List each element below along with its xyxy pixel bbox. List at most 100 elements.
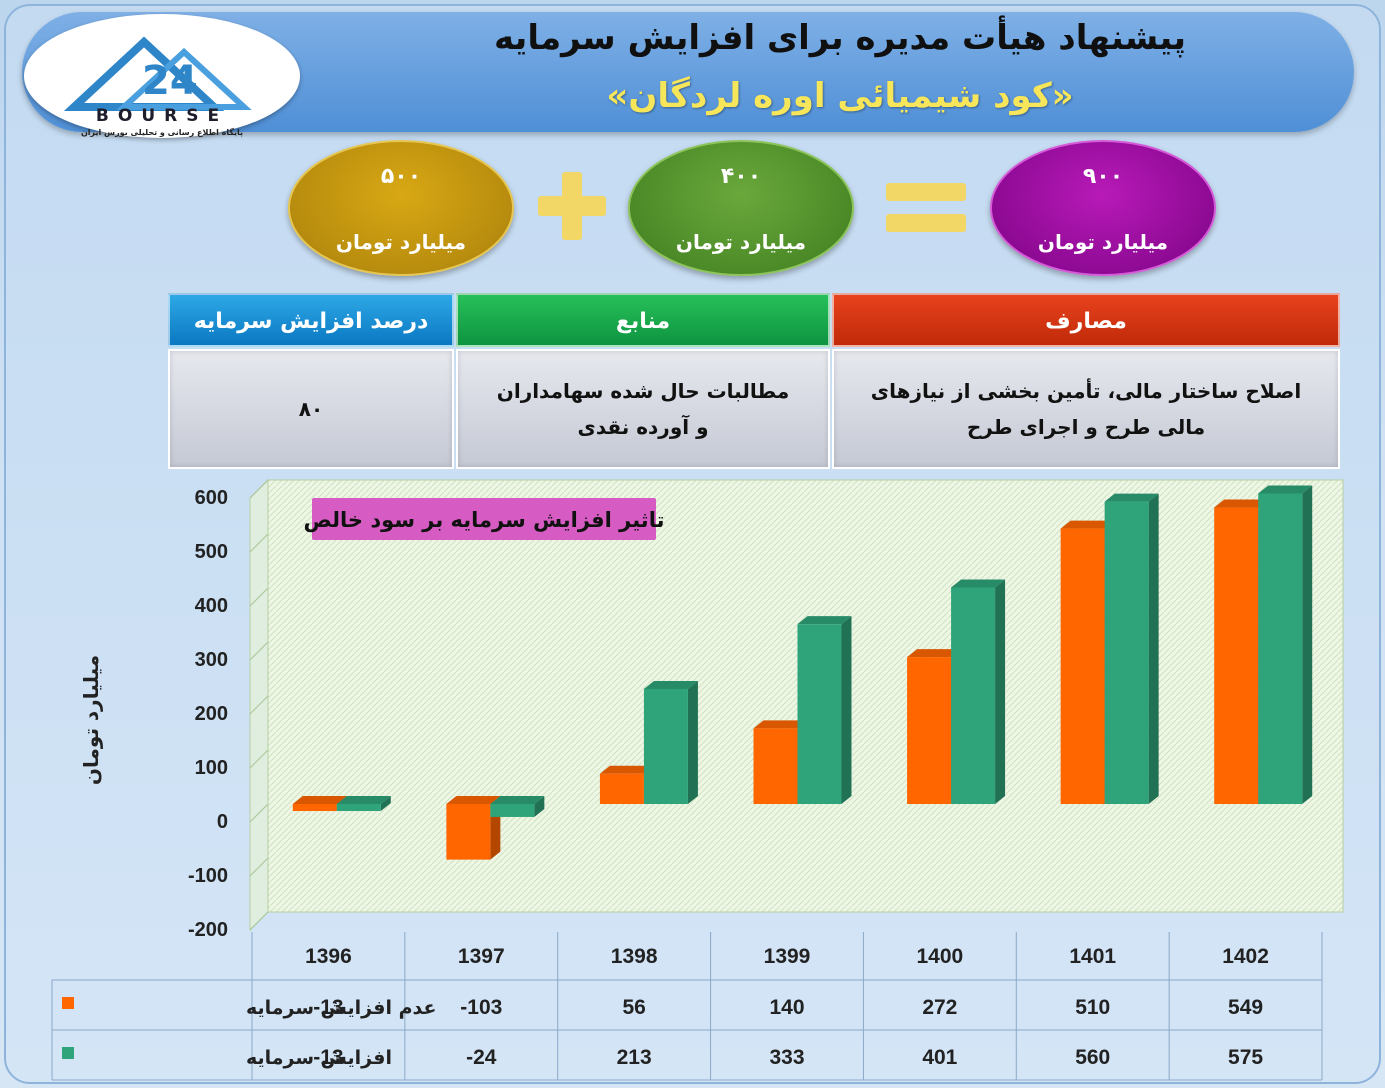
page-title: پیشنهاد هیأت مدیره برای افزایش سرمایه bbox=[493, 18, 1187, 58]
bar-side bbox=[1302, 485, 1313, 804]
data-label: 213 bbox=[617, 1046, 652, 1069]
bar-increase bbox=[1104, 501, 1149, 804]
bar-increase bbox=[643, 688, 688, 804]
header-uses: مصارف bbox=[832, 293, 1340, 347]
bar-side bbox=[841, 616, 852, 804]
bar-no-increase bbox=[446, 804, 491, 860]
header-percent: درصد افزایش سرمایه bbox=[168, 293, 454, 347]
bar-side bbox=[687, 680, 698, 804]
bar-top bbox=[490, 796, 545, 804]
y-tick-mark bbox=[249, 803, 269, 823]
bar-top bbox=[1104, 493, 1159, 502]
bar-side bbox=[995, 579, 1006, 804]
x-tick-label: 1398 bbox=[611, 945, 658, 968]
legend-swatch bbox=[62, 1047, 74, 1059]
amount-value: ۵۰۰ bbox=[380, 164, 422, 189]
bar-top bbox=[292, 796, 347, 804]
data-label: 510 bbox=[1075, 996, 1110, 1019]
equals-icon bbox=[886, 183, 966, 201]
y-tick-label: -200 bbox=[188, 919, 228, 941]
bar-increase bbox=[490, 804, 535, 817]
company-name: «کود شیمیائی اوره لردگان» bbox=[606, 76, 1074, 116]
y-tick-mark bbox=[249, 479, 269, 499]
equals-icon-bar bbox=[886, 214, 966, 232]
bar-no-increase bbox=[1060, 528, 1105, 804]
cell-uses: اصلاح ساختار مالی، تأمین بخشی از نیازهای… bbox=[832, 349, 1340, 469]
data-label: 560 bbox=[1075, 1046, 1110, 1069]
y-tick-label: -100 bbox=[188, 865, 228, 887]
bar-no-increase bbox=[1214, 507, 1259, 804]
x-tick-label: 1401 bbox=[1069, 945, 1116, 968]
y-axis-label: میلیارد تومان bbox=[79, 655, 103, 785]
y-tick-mark bbox=[249, 857, 269, 877]
amount-oval-total: ۹۰۰ میلیارد تومان bbox=[990, 140, 1216, 276]
y-tick-label: 400 bbox=[195, 595, 228, 617]
y-tick-mark bbox=[249, 641, 269, 661]
legend-label: افزایش سرمایه bbox=[246, 1047, 392, 1069]
bar-top bbox=[1214, 499, 1269, 508]
bar-no-increase bbox=[292, 804, 337, 812]
bar-top bbox=[1060, 520, 1115, 529]
bar-top bbox=[336, 796, 391, 804]
bar-no-increase bbox=[599, 773, 644, 804]
bar-top bbox=[599, 765, 654, 774]
x-tick-label: 1396 bbox=[305, 945, 352, 968]
data-label: 56 bbox=[622, 996, 645, 1019]
y-tick-label: 200 bbox=[195, 703, 228, 725]
bar-side bbox=[1148, 493, 1159, 804]
bar-top bbox=[951, 579, 1006, 588]
legend-label: عدم افزایش سرمایه bbox=[246, 997, 436, 1019]
bar-increase bbox=[797, 624, 842, 804]
amount-value: ۴۰۰ bbox=[720, 164, 762, 189]
amount-unit: میلیارد تومان bbox=[1037, 230, 1169, 254]
y-tick-mark bbox=[249, 911, 269, 931]
svg-text:24: 24 bbox=[142, 58, 198, 104]
data-label: -103 bbox=[460, 996, 502, 1019]
cell-uses-text: اصلاح ساختار مالی، تأمین بخشی از نیازهای… bbox=[870, 379, 1302, 439]
data-label: 140 bbox=[769, 996, 804, 1019]
y-tick-mark bbox=[249, 695, 269, 715]
y-tick-label: 0 bbox=[217, 811, 228, 833]
x-tick-label: 1399 bbox=[764, 945, 811, 968]
legend-swatch bbox=[62, 997, 74, 1009]
data-label: -13 bbox=[313, 996, 343, 1019]
chart-title-box bbox=[312, 498, 656, 540]
bar-top bbox=[797, 616, 852, 625]
cell-percent-text: ۸۰ bbox=[298, 397, 324, 421]
y-tick-label: 600 bbox=[195, 487, 228, 509]
x-tick-label: 1400 bbox=[916, 945, 963, 968]
y-tick-mark bbox=[249, 533, 269, 553]
cell-percent: ۸۰ bbox=[168, 349, 454, 469]
y-tick-label: 100 bbox=[195, 757, 228, 779]
cell-sources-text: مطالبات حال شده سهامداران و آورده نقدی bbox=[496, 379, 790, 439]
y-tick-mark bbox=[249, 749, 269, 769]
data-label: 549 bbox=[1228, 996, 1263, 1019]
data-label: -24 bbox=[466, 1046, 497, 1069]
logo-tagline: پایگاه اطلاع رسانی و تحلیلی بورس ایران bbox=[80, 128, 244, 137]
bar-no-increase bbox=[753, 728, 798, 804]
amount-unit: میلیارد تومان bbox=[675, 230, 807, 254]
bar-no-increase bbox=[907, 657, 952, 804]
amount-unit: میلیارد تومان bbox=[335, 230, 467, 254]
bar-top bbox=[753, 720, 808, 729]
bar-side bbox=[380, 796, 391, 812]
bar-increase bbox=[1258, 493, 1303, 804]
bar-top bbox=[446, 796, 501, 804]
amount-value: ۹۰۰ bbox=[1082, 164, 1124, 189]
bar-top bbox=[907, 649, 962, 658]
y-tick-label: 500 bbox=[195, 541, 228, 563]
data-label: 575 bbox=[1228, 1046, 1263, 1069]
logo-word: BOURSE bbox=[95, 106, 229, 126]
chart-title: تاثیر افزایش سرمایه بر سود خالص bbox=[304, 508, 665, 532]
bar-increase bbox=[951, 587, 996, 804]
data-label: 333 bbox=[769, 1046, 804, 1069]
data-label: 401 bbox=[922, 1046, 957, 1069]
bar-side bbox=[534, 796, 545, 817]
plus-icon-bar bbox=[538, 196, 606, 216]
x-tick-label: 1397 bbox=[458, 945, 505, 968]
bar-top bbox=[643, 680, 698, 689]
bar-top bbox=[1258, 485, 1313, 494]
data-label: -13 bbox=[313, 1046, 343, 1069]
y-tick-label: 300 bbox=[195, 649, 228, 671]
